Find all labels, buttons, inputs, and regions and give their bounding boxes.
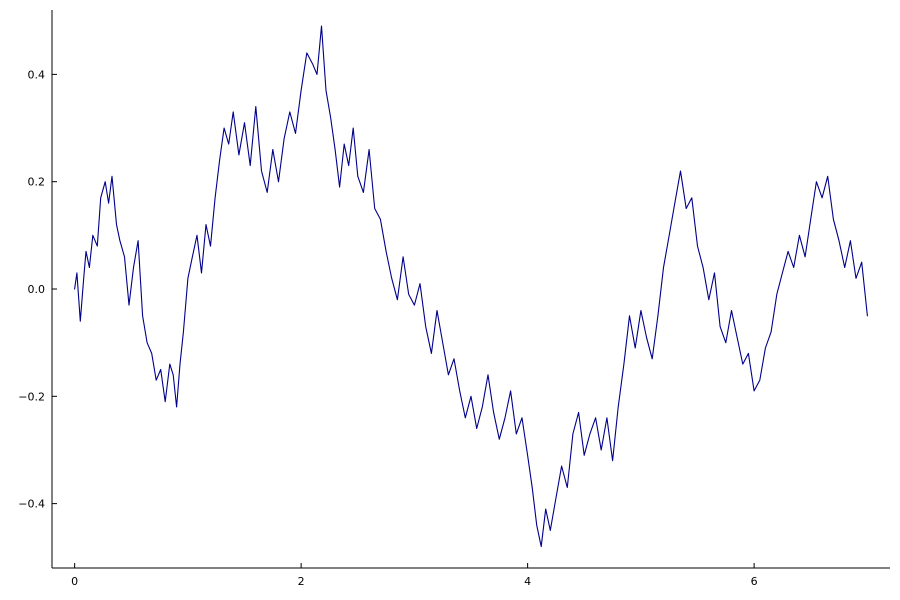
y-tick-label: 0.4 (28, 68, 46, 81)
y-tick-label: 0.2 (28, 176, 46, 189)
axes (51, 10, 890, 569)
y-tick-label: −0.4 (18, 498, 45, 511)
series-layer (74, 25, 868, 548)
series-line (74, 25, 868, 548)
x-tick-label: 0 (71, 575, 78, 588)
x-tick-label: 2 (298, 575, 305, 588)
x-tick-label: 4 (524, 575, 531, 588)
y-tick-label: 0.0 (28, 283, 46, 296)
y-tick-label: −0.2 (18, 390, 45, 403)
ticks: 0 2 4 6 −0.4 −0.2 0.0 0.2 0.4 (18, 68, 757, 588)
x-tick-label: 6 (751, 575, 758, 588)
